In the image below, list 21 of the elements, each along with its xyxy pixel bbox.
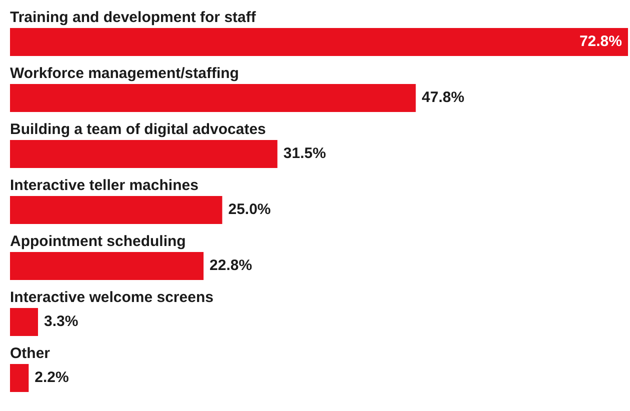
bar bbox=[10, 252, 204, 280]
y-tick-label: Interactive teller machines bbox=[10, 177, 198, 194]
y-tick-label: Building a team of digital advocates bbox=[10, 121, 266, 138]
data-label: 2.2% bbox=[34, 369, 69, 386]
data-label: 3.3% bbox=[44, 313, 78, 330]
data-label: 25.0% bbox=[228, 201, 271, 218]
bar bbox=[10, 364, 29, 392]
y-tick-label: Appointment scheduling bbox=[10, 233, 186, 250]
data-label: 47.8% bbox=[422, 89, 464, 106]
y-tick-label: Training and development for staff bbox=[10, 9, 257, 26]
data-label: 72.8% bbox=[579, 33, 622, 50]
data-label: 22.8% bbox=[210, 257, 252, 274]
bar bbox=[10, 84, 416, 112]
bar bbox=[10, 196, 222, 224]
data-label: 31.5% bbox=[283, 145, 326, 162]
y-tick-label: Other bbox=[10, 345, 50, 362]
bar bbox=[10, 140, 278, 168]
bar bbox=[10, 28, 628, 56]
y-tick-label: Interactive welcome screens bbox=[10, 289, 214, 306]
y-tick-label: Workforce management/staffing bbox=[10, 65, 239, 82]
bar bbox=[10, 308, 38, 336]
